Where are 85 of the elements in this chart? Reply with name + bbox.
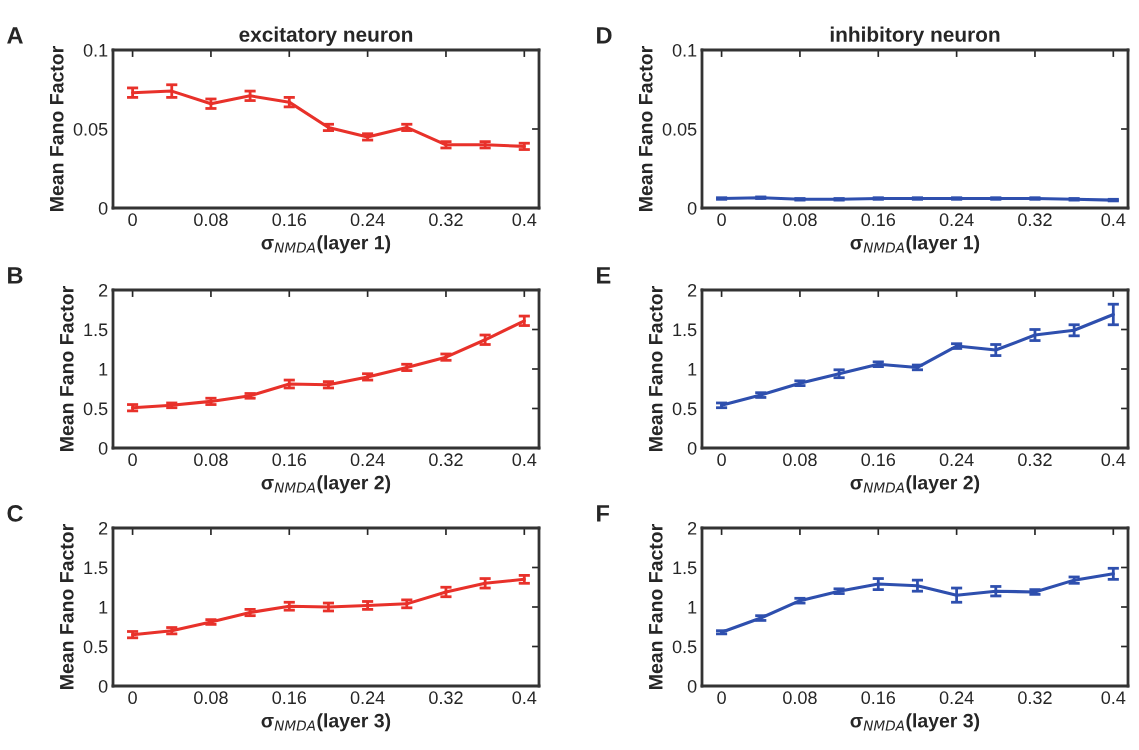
x-tick-label: 0.08 [783,691,817,705]
y-tick-label: 2 [99,521,108,535]
x-tick-label: 0.16 [861,453,896,467]
x-axis-title: σ$_{NMDA}$(layer 1) [261,235,391,254]
y-tick-label: 1.5 [673,323,697,337]
x-tick-label: 0.32 [429,453,463,467]
x-tick-label: 0.32 [429,691,463,705]
x-axis-title: σ$_{NMDA}$(layer 3) [850,713,980,732]
x-tick-label: 0.24 [939,213,974,227]
x-axis-title: σ$_{NMDA}$(layer 3) [261,713,391,732]
x-tick-label: 0.24 [350,691,385,705]
line-series [131,577,526,637]
x-tick-label: 0.16 [272,213,307,227]
y-tick-label: 0.1 [83,43,108,57]
x-tick-label: 0.32 [1018,453,1052,467]
y-tick-label: 2 [688,283,697,297]
y-axis-title: Mean Fano Factor [60,286,74,451]
x-tick-label: 0.4 [1101,213,1126,227]
y-tick-label: 2 [688,521,697,535]
x-tick-label: 0.16 [272,453,307,467]
x-tick-label: 0.4 [512,213,537,227]
text: A [7,27,23,44]
x-tick-label: 0 [717,691,726,705]
y-tick-label: 1 [99,601,108,614]
x-tick-label: 0.16 [272,691,307,705]
x-axis-title: σ$_{NMDA}$(layer 2) [850,475,980,494]
x-tick-label: 0.08 [194,453,228,467]
x-axis-title: σ$_{NMDA}$(layer 1) [850,235,980,254]
line-series [131,89,526,148]
y-tick-label: 0 [687,441,697,455]
y-axis-title: Mean Fano Factor [649,286,663,451]
text: F [597,505,610,522]
x-tick-label: 0.4 [512,691,537,705]
y-tick-label: 1.5 [673,561,697,575]
y-tick-label: 0.5 [672,640,697,654]
x-tick-label: 0.32 [429,213,463,227]
y-axis-title: Mean Fano Factor [60,524,74,689]
x-tick-label: 0 [717,453,726,467]
x-tick-label: 0 [128,453,137,467]
y-tick-label: 0.05 [73,122,108,136]
y-tick-label: 0 [98,441,108,455]
x-tick-label: 0.4 [512,453,537,467]
y-tick-label: 0.5 [672,402,697,416]
chart-title: excitatory neuron [239,26,413,46]
x-tick-label: 0.4 [1101,453,1126,467]
x-tick-label: 0.24 [350,453,385,467]
y-tick-label: 1.5 [84,323,108,337]
x-tick-label: 0.24 [939,691,974,705]
x-tick-label: 0.08 [783,453,817,467]
x-tick-label: 0 [717,213,726,227]
y-tick-label: 1 [688,363,697,376]
y-tick-label: 1 [688,601,697,614]
y-tick-label: 0.05 [662,122,697,136]
text: C [7,504,23,522]
x-tick-label: 0.32 [1018,691,1052,705]
y-axis-title: Mean Fano Factor [649,524,663,689]
x-tick-label: 0.4 [1101,691,1126,705]
y-tick-label: 0.5 [83,402,108,416]
y-tick-label: 0.5 [83,640,108,654]
y-tick-label: 1.5 [84,561,108,575]
x-tick-label: 0 [128,691,137,705]
x-tick-label: 0 [128,213,137,227]
y-tick-label: 0 [98,201,108,215]
x-tick-label: 0.32 [1018,213,1052,227]
y-tick-label: 0 [98,679,108,693]
x-tick-label: 0.16 [861,213,896,227]
x-tick-label: 0.08 [194,691,228,705]
chart-title: inhibitory neuron [830,26,1000,46]
x-axis-title: σ$_{NMDA}$(layer 2) [261,475,391,494]
x-tick-label: 0.08 [194,213,228,227]
line-series [131,319,526,410]
x-tick-label: 0.24 [350,213,385,227]
y-tick-label: 0.1 [672,43,697,57]
text: B [8,267,23,284]
x-tick-label: 0.16 [861,691,896,705]
y-tick-label: 0 [687,201,697,215]
y-axis-title: Mean Fano Factor [50,46,64,211]
y-axis-title: Mean Fano Factor [639,46,653,211]
x-tick-label: 0.24 [939,453,974,467]
y-tick-label: 2 [99,283,108,297]
text: D [597,27,612,44]
y-tick-label: 0 [687,679,697,693]
y-tick-label: 1 [99,363,108,376]
x-tick-label: 0.08 [783,213,817,227]
text: E [597,267,611,284]
